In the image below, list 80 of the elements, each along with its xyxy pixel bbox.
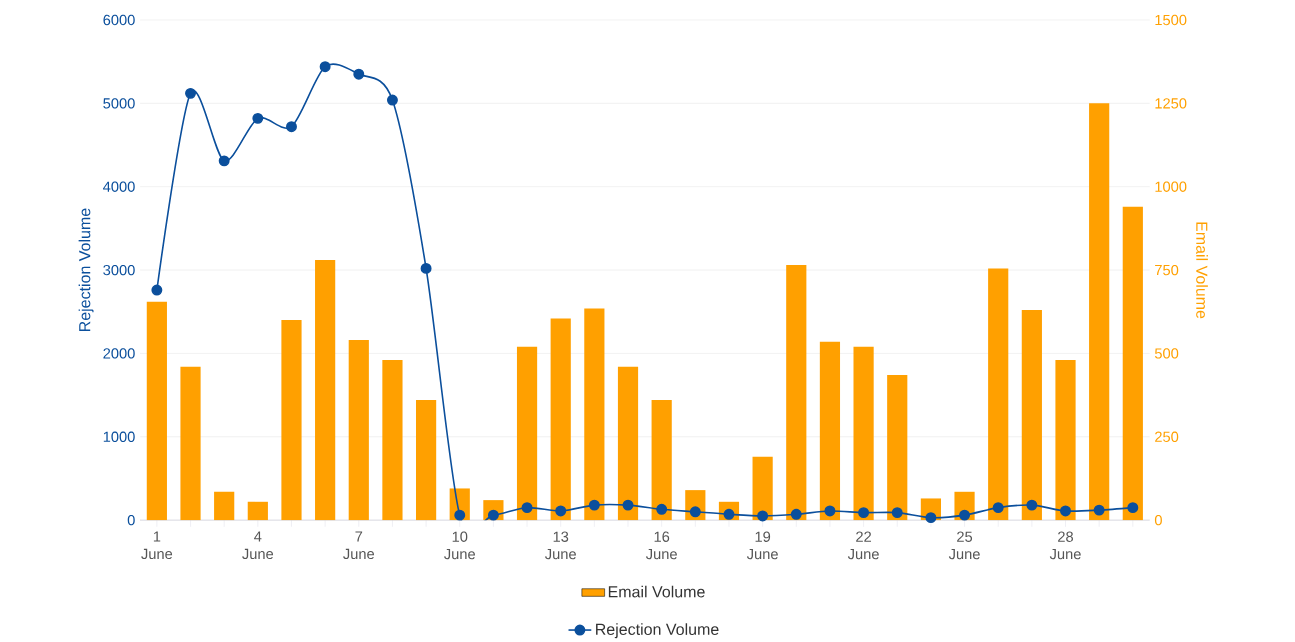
bar bbox=[281, 319, 302, 521]
y2-tick-label: 250 bbox=[1155, 431, 1179, 442]
point bbox=[521, 502, 533, 513]
bar bbox=[550, 318, 571, 521]
point bbox=[319, 61, 331, 73]
point bbox=[252, 112, 264, 124]
point bbox=[1060, 505, 1071, 517]
point bbox=[386, 94, 398, 106]
y2-tick-label: 0 bbox=[1154, 514, 1162, 526]
y-tick-label: 5000 bbox=[103, 98, 135, 109]
point bbox=[790, 508, 802, 520]
bar bbox=[584, 308, 605, 521]
y2-tick-label: 500 bbox=[1154, 348, 1179, 359]
y2-tick-label: 1500 bbox=[1155, 14, 1187, 26]
point bbox=[588, 499, 600, 511]
y2-tick-label: 1250 bbox=[1155, 98, 1187, 109]
bar bbox=[853, 346, 874, 521]
bar bbox=[752, 456, 773, 521]
y2-tick-label: 750 bbox=[1155, 264, 1179, 276]
point bbox=[1127, 502, 1139, 513]
bar bbox=[180, 366, 201, 521]
point bbox=[757, 510, 769, 522]
point bbox=[286, 121, 297, 133]
y-tick-label: 3000 bbox=[103, 264, 135, 276]
point bbox=[858, 507, 870, 518]
bar bbox=[1122, 206, 1143, 521]
bar bbox=[1021, 309, 1042, 521]
x-tick-label: 7 June bbox=[343, 531, 375, 559]
point bbox=[1093, 504, 1105, 516]
bar bbox=[1055, 359, 1076, 521]
bar bbox=[819, 341, 841, 521]
bar bbox=[651, 400, 672, 521]
bar bbox=[617, 366, 639, 521]
point bbox=[925, 512, 937, 523]
y2-tick-label: 1000 bbox=[1155, 181, 1187, 192]
point bbox=[1026, 499, 1038, 511]
bar bbox=[887, 374, 908, 521]
x-tick-label: 28 June bbox=[1049, 531, 1081, 560]
bar bbox=[786, 264, 807, 521]
x-tick-label: 1 June bbox=[141, 531, 173, 559]
point bbox=[555, 505, 567, 517]
y-tick-label: 4000 bbox=[103, 181, 135, 192]
point bbox=[420, 262, 432, 274]
legend-label: Rejection Volume bbox=[596, 623, 719, 639]
bar bbox=[315, 259, 336, 521]
y-tick-label: 1000 bbox=[103, 431, 135, 442]
bar bbox=[348, 339, 369, 521]
y2-axis-title: Email Volume bbox=[1196, 222, 1208, 319]
y-axis-title: Rejection Volume bbox=[78, 208, 94, 331]
y-tick-label: 2000 bbox=[103, 348, 135, 359]
bar bbox=[247, 501, 268, 521]
x-tick-label: 19 June bbox=[746, 531, 778, 560]
x-tick-label: 22 June bbox=[847, 531, 879, 560]
x-tick-label: 25 June bbox=[948, 531, 980, 560]
y-tick-label: 0 bbox=[127, 514, 135, 526]
bar bbox=[214, 491, 235, 521]
point bbox=[353, 68, 365, 80]
x-tick-label: 4 June bbox=[242, 531, 274, 559]
bar bbox=[988, 268, 1009, 521]
point bbox=[689, 506, 701, 518]
point bbox=[151, 284, 163, 296]
bar bbox=[1089, 103, 1110, 521]
point bbox=[992, 502, 1004, 513]
point bbox=[622, 499, 634, 511]
point bbox=[656, 503, 668, 515]
x-tick-label: 16 June bbox=[645, 531, 677, 560]
bar bbox=[516, 346, 538, 521]
y-tick-label: 6000 bbox=[103, 14, 135, 26]
bar bbox=[382, 359, 403, 521]
x-tick-label: 13 June bbox=[545, 531, 576, 560]
point bbox=[824, 505, 836, 517]
point bbox=[959, 509, 971, 521]
point bbox=[891, 507, 903, 518]
point bbox=[454, 509, 466, 521]
point bbox=[185, 87, 196, 99]
x-tick-label: 10 June bbox=[444, 531, 475, 560]
bar bbox=[146, 301, 167, 521]
legend-label: Email Volume bbox=[608, 585, 705, 598]
bar bbox=[416, 400, 437, 521]
point bbox=[218, 155, 230, 167]
